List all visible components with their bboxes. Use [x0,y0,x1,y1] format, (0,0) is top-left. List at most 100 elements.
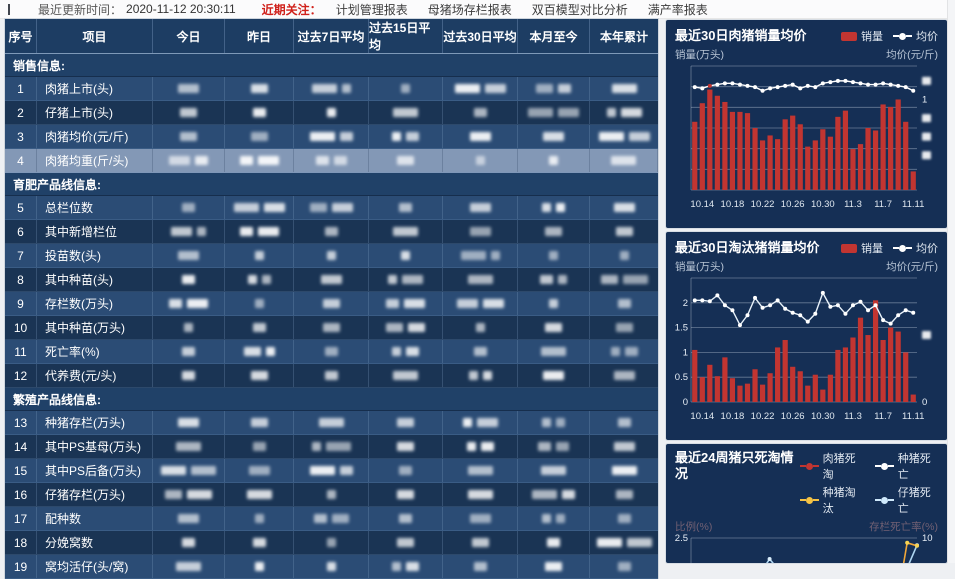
table-header-row: 序号 项目 今日 昨日 过去7日平均 过去15日平均 过去30日平均 本月至今 本年累计 [5,19,658,54]
redacted-value-cell [369,220,443,243]
redacted-value-cell [518,555,590,578]
legend-item[interactable]: 均价 [893,240,938,256]
table-row[interactable]: 1 肉猪上市(头) [5,77,658,101]
redacted-value-cell [443,101,518,124]
row-number: 6 [5,220,37,243]
redacted-value-cell [443,555,518,578]
row-label: 分娩窝数 [37,531,153,554]
redacted-value-cell [590,316,658,339]
redacted-value-cell [225,292,294,315]
table-row[interactable]: 4 肉猪均重(斤/头) [5,149,658,173]
redacted-value-cell [518,196,590,219]
redacted-value-cell [225,507,294,530]
chart-panel-weekly-death: 最近24周猪只死淘情况 肉猪死淘 种猪死亡 种猪淘汰 仔猪死亡 比例(%) 存栏死亡率… [666,444,947,563]
table-row[interactable]: 12 代养费(元/头) [5,364,658,388]
redacted-value-cell [590,220,658,243]
svg-text:2: 2 [683,298,688,309]
row-label: 其中PS后备(万头) [37,459,153,482]
table-row[interactable]: 17 配种数 [5,507,658,531]
table-row[interactable]: 2 仔猪上市(头) [5,101,658,125]
legend-item[interactable]: 销量 [841,28,883,44]
menu-item-3[interactable]: 双百模型对比分析 [531,2,628,17]
redacted-value-cell [369,483,443,506]
table-row[interactable]: 7 投苗数(头) [5,244,658,268]
redacted-value-cell [153,364,225,387]
y-axis-left-label: 比例(%) [675,521,713,533]
table-row[interactable]: 10 其中种苗(万头) [5,316,658,340]
focus-label: 近期关注： [261,2,322,17]
redacted-value-cell [369,101,443,124]
redacted-value-cell [443,268,518,291]
legend-label: 销量 [861,243,883,255]
table-row[interactable]: 5 总栏位数 [5,196,658,220]
redacted-value-cell [225,268,294,291]
menu-item-2[interactable]: 母猪场存栏报表 [427,2,512,17]
redacted-value-cell [590,411,658,434]
table-row[interactable]: 8 其中种苗(头) [5,268,658,292]
table-row[interactable]: 3 肉猪均价(元/斤) [5,125,658,149]
update-time-value: 2020-11-12 20:30:11 [126,2,236,16]
redacted-value-cell [225,459,294,482]
row-label: 窝均活仔(头/窝) [37,555,153,578]
table-row[interactable]: 9 存栏数(万头) [5,292,658,316]
legend-item[interactable]: 肉猪死淘 [799,450,863,482]
table-row[interactable]: 11 死亡率(%) [5,340,658,364]
column-header: 本月至今 [518,19,590,53]
report-table: 序号 项目 今日 昨日 过去7日平均 过去15日平均 过去30日平均 本月至今 本年累计 销售信息… [5,19,658,579]
svg-text:2.5: 2.5 [675,534,688,544]
redacted-value-cell [590,483,658,506]
row-label: 其中PS基母(万头) [37,435,153,458]
menu-item-4[interactable]: 满产率报表 [647,2,708,17]
table-row[interactable]: 13 种猪存栏(万头) [5,411,658,435]
row-label: 种猪存栏(万头) [37,411,153,434]
redacted-value-cell [369,149,443,172]
legend-item[interactable]: 种猪淘汰 [799,484,863,516]
menu-item-1[interactable]: 计划管理报表 [335,2,408,17]
redacted-value-cell [153,411,225,434]
redacted-value-cell [590,531,658,554]
redacted-value-cell [225,411,294,434]
legend-item[interactable]: 种猪死亡 [874,450,938,482]
table-row[interactable]: 19 窝均活仔(头/窝) [5,555,658,579]
meat-pig-sales-chart[interactable]: 10.14 10.18 10.22 10.26 10.30 11.3 11.7 11.11 1 [675,62,938,214]
legend-item[interactable]: 销量 [841,240,883,256]
redacted-value-cell [225,340,294,363]
legend-item[interactable]: 仔猪死亡 [874,484,938,516]
redacted-value-cell [225,220,294,243]
redacted-value-cell [153,507,225,530]
redacted-value-cell [225,531,294,554]
svg-text:11.11: 11.11 [902,199,924,210]
row-number: 16 [5,483,37,506]
redacted-value-cell [225,196,294,219]
redacted-value-cell [369,435,443,458]
redacted-value-cell [153,292,225,315]
row-number: 11 [5,340,37,363]
redacted-value-cell [518,531,590,554]
redacted-value-cell [443,507,518,530]
charts-column: 最近30日肉猪销量均价 销量 均价 销量(万头) 均价(元/斤) 10.14 10.… [666,20,947,567]
legend-label: 种猪死亡 [897,453,931,481]
redacted-value-cell [590,292,658,315]
legend-item[interactable]: 均价 [893,28,938,44]
table-row[interactable]: 18 分娩窝数 [5,531,658,555]
y-axis-right-label: 均价(元/斤) [886,49,938,61]
legend-line-dot-icon [893,32,912,40]
row-number: 4 [5,149,37,172]
redacted-value-cell [225,101,294,124]
redacted-value-cell [153,125,225,148]
table-row[interactable]: 14 其中PS基母(万头) [5,435,658,459]
row-label: 投苗数(头) [37,244,153,267]
table-row[interactable]: 6 其中新增栏位 [5,220,658,244]
redacted-value-cell [153,459,225,482]
table-row[interactable]: 16 仔猪存栏(万头) [5,483,658,507]
legend-line-dot-icon [799,496,819,504]
weekly-death-chart[interactable]: 2.521.51086 [675,534,938,563]
cull-pig-sales-chart[interactable]: 10.14 10.18 10.22 10.26 10.30 11.3 11.7 11.11 2 1… [675,274,938,426]
redacted-value-cell [590,77,658,100]
svg-text:10.26: 10.26 [781,199,805,210]
row-number: 10 [5,316,37,339]
redacted-value-cell [153,149,225,172]
redacted-value-cell [369,340,443,363]
svg-text:0: 0 [922,397,927,408]
table-row[interactable]: 15 其中PS后备(万头) [5,459,658,483]
